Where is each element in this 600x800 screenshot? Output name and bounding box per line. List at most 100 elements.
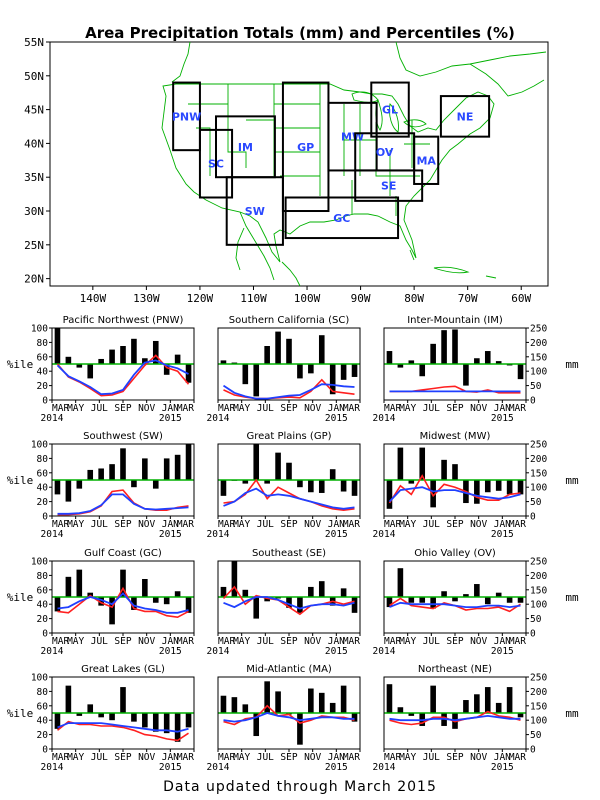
month-label: MAR [343,752,360,763]
month-label: SEP [280,636,297,647]
month-label: MAY [233,636,250,647]
percentile-bar [87,704,94,713]
pct-tick-label: 60 [37,352,49,363]
percentile-bar [517,713,524,718]
percentile-bar [318,581,325,597]
mm-tick-label: 100 [530,483,547,494]
pct-tick-label: 80 [37,338,49,349]
mm-tick-label: 250 [530,440,547,451]
month-label: NOV [470,752,487,763]
pct-tick-label: 0 [42,396,48,407]
percentile-bar [120,569,126,597]
percentile-bar [275,452,281,480]
year-label-end: 2015 [491,762,514,773]
percentile-bar [386,351,393,364]
month-label: NOV [470,636,487,647]
pct-tick-label: 20 [37,730,49,741]
percentile-bar [220,586,227,597]
percentile-bar [76,364,83,368]
percentile-bar [517,480,524,495]
percentile-bar [152,713,159,732]
month-label: MAY [67,752,84,763]
lon-label: 70W [458,292,478,305]
percentile-bar [340,685,347,713]
percentile-bar [386,480,393,509]
month-label: MAR [509,519,526,530]
month-label: SEP [446,403,463,414]
map-frame [49,41,549,287]
percentile-bar [297,713,303,745]
lon-label: 100W [294,292,321,305]
percentile-bar [185,713,192,728]
month-label: JAN [162,403,179,414]
month-label: MAR [384,636,401,647]
month-label: MAR [52,519,69,530]
percentile-bar [98,468,104,480]
percentile-series-line [57,586,189,619]
mm-series-line [57,592,189,614]
percentile-bar [120,687,126,713]
percentile-bar [163,458,170,480]
mm-axis-label: mm [565,358,579,371]
pct-tick-label: 60 [37,468,49,479]
percentile-bar [397,447,404,480]
mm-tick-label: 0 [530,396,536,407]
panel-title: Southeast (SE) [252,548,326,559]
mm-tick-label: 0 [530,629,536,640]
month-label: SEP [280,403,297,414]
panel-title: Ohio Valley (OV) [414,548,496,559]
caribbean [409,249,497,279]
percentile-bar [318,692,325,713]
mm-tick-label: 50 [530,381,542,392]
percentile-bar [87,469,94,480]
year-label-start: 2014 [373,762,396,773]
year-label-end: 2015 [159,413,182,424]
mm-tick-label: 150 [530,701,547,712]
month-label: MAY [67,403,84,414]
year-label-end: 2015 [491,646,514,657]
percentile-bar [120,346,126,364]
percentile-bar [474,358,480,364]
pct-tick-label: 60 [37,701,49,712]
percentile-bar [463,700,469,713]
pct-tick-label: 40 [37,367,49,378]
percentile-bar [54,328,61,364]
percentile-bar [242,480,249,484]
pct-tick-label: 0 [42,745,48,756]
lat-label: 25N [24,239,44,252]
panel-title: Southern California (SC) [229,315,350,326]
percentile-bar [308,586,314,597]
year-label-start: 2014 [41,646,64,657]
mm-axis-label: mm [565,591,579,604]
month-label: JAN [494,519,511,530]
region-label-ov: OV [376,146,394,159]
percentile-bar [242,364,249,385]
year-label-start: 2014 [41,529,64,540]
figure-title: Area Precipitation Totals (mm) and Perce… [85,24,515,42]
pct-axis-label: %ile [7,358,34,371]
percentile-bar [329,702,336,713]
percentile-bar [142,458,148,480]
percentile-bar [87,364,94,379]
percentile-bar [152,480,159,489]
month-label: JUL [423,636,440,647]
mm-tick-label: 100 [530,600,547,611]
pct-tick-label: 20 [37,614,49,625]
percentile-bar [329,469,336,480]
mm-series-line [389,601,521,609]
pct-tick-label: 20 [37,381,49,392]
panel-title: Midwest (MW) [420,431,491,442]
percentile-bar [242,704,249,713]
percentile-bar [386,597,393,608]
pct-tick-label: 100 [31,440,48,451]
lat-label: 20N [24,273,44,286]
mm-series-line [223,712,355,723]
percentile-bar [264,681,270,713]
lat-label: 35N [24,171,44,184]
month-label: SEP [114,519,131,530]
